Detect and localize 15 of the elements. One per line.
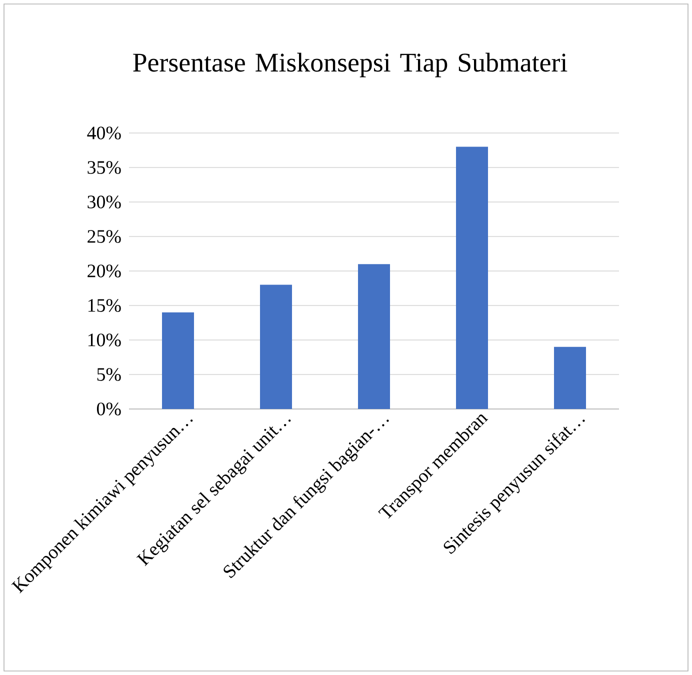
y-tick-label: 20% [88,264,121,278]
y-tick-label: 40% [87,126,121,140]
y-tick-label: 30% [88,196,121,208]
bar [162,312,194,409]
bar [456,146,488,409]
chart-title: Persentase Miskonsepsi Tiap Submateri [133,52,568,78]
bar [554,346,586,409]
y-tick-label: 10% [88,334,121,346]
bar [260,284,292,409]
y-tick-label: 35% [88,161,121,174]
y-tick-label: 5% [97,368,121,381]
y-tick-label: 15% [88,299,121,312]
y-tick-label: 25% [88,230,121,243]
y-tick-label: 0% [96,402,121,416]
bar [358,264,390,409]
